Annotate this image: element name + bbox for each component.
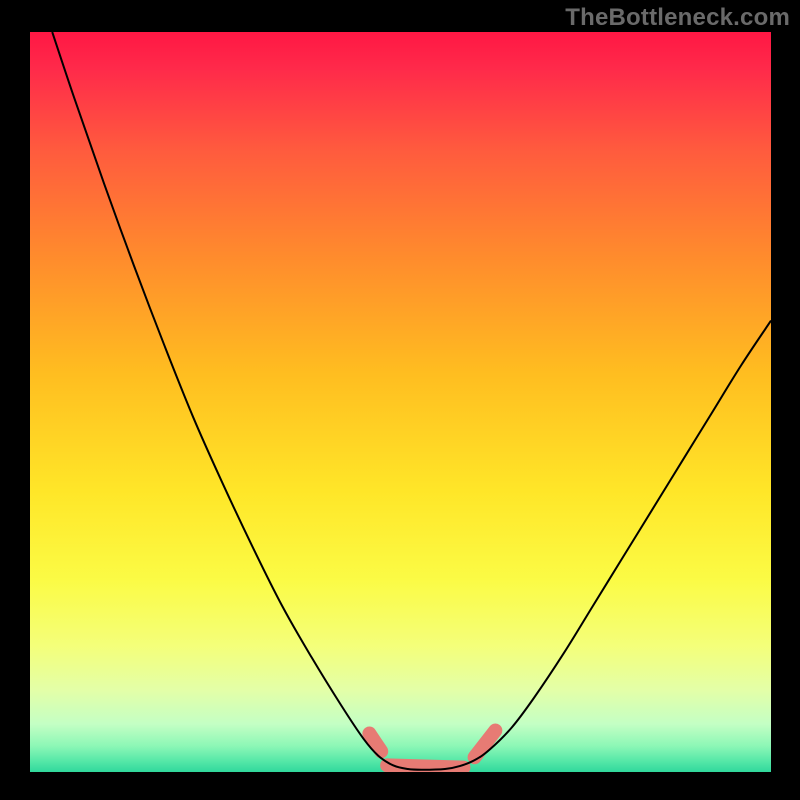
watermark-text: TheBottleneck.com [565,4,790,32]
chart-frame: TheBottleneck.com [0,0,800,800]
chart-background [30,32,771,772]
bottleneck-curve-chart [0,0,800,800]
